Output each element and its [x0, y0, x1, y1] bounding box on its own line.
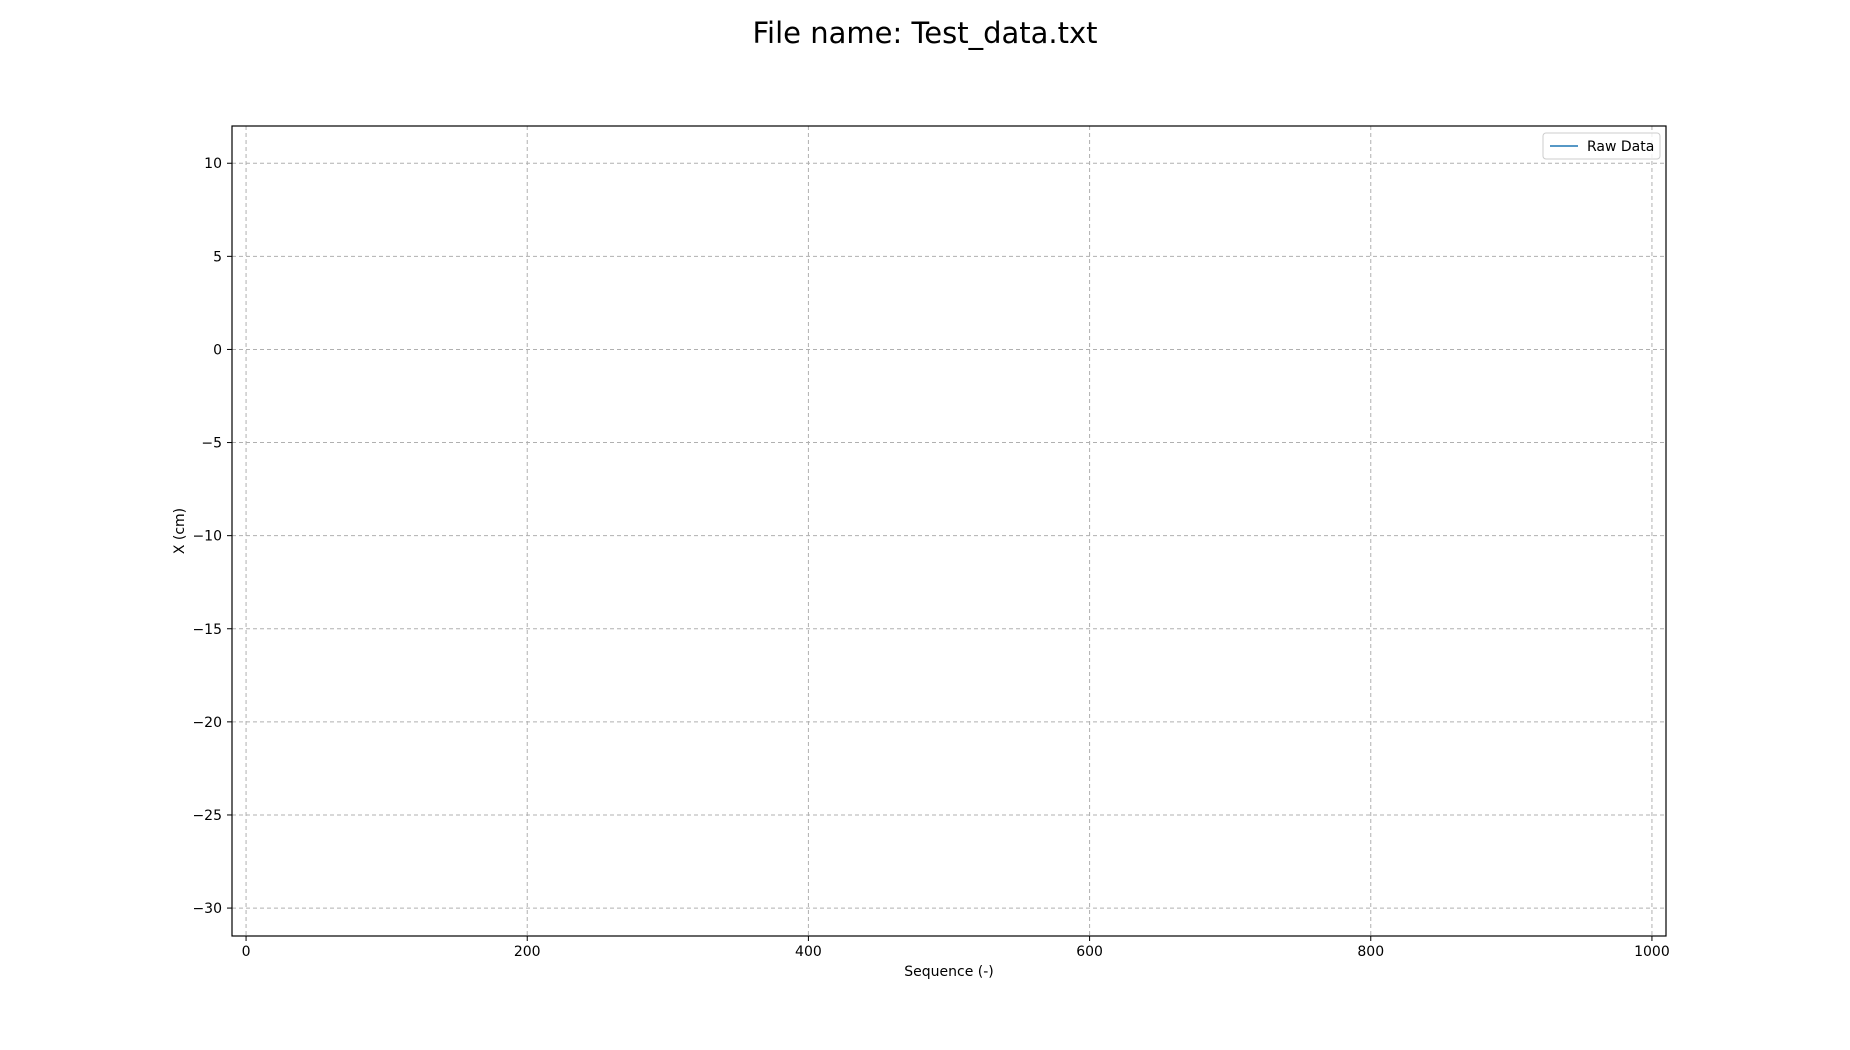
y-tick-label: 5 — [213, 249, 222, 265]
y-tick-label: −20 — [192, 715, 222, 731]
x-tick-label: 400 — [795, 944, 822, 960]
y-tick-label: −25 — [192, 808, 222, 824]
grid — [232, 126, 1666, 936]
legend: Raw Data — [1542, 132, 1661, 160]
x-tick-label: 1000 — [1634, 944, 1670, 960]
y-tick-label: −5 — [201, 436, 222, 452]
x-axis-label: Sequence (-) — [904, 964, 993, 980]
plot-area-frame — [231, 125, 1667, 937]
axis-ticks: 0 200 400 600 800 1000 10 5 0 −5 −10 −15 −20 −25 −30 — [192, 156, 1669, 960]
legend-label-raw-data: Raw Data — [1587, 139, 1654, 155]
y-axis-label: X (cm) — [172, 508, 188, 554]
legend-box — [1542, 132, 1661, 160]
y-tick-label: −10 — [192, 529, 222, 545]
y-tick-label: −15 — [192, 622, 222, 638]
x-tick-label: 200 — [514, 944, 541, 960]
y-tick-label: 0 — [213, 342, 222, 358]
y-tick-label: −30 — [192, 901, 222, 917]
x-tick-label: 600 — [1076, 944, 1103, 960]
x-tick-label: 0 — [242, 944, 251, 960]
chart-title: File name: Test_data.txt — [752, 16, 1097, 50]
x-tick-label: 800 — [1357, 944, 1384, 960]
y-tick-label: 10 — [204, 156, 222, 172]
